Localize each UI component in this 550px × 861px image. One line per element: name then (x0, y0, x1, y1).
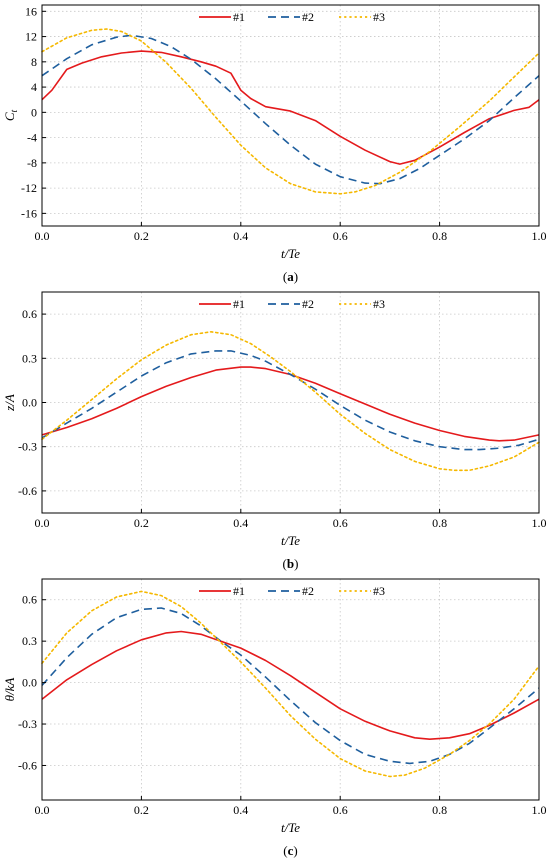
x-tick-label-c-2: 0.4 (233, 803, 248, 817)
x-tick-label-a-3: 0.6 (333, 229, 348, 243)
x-tick-label-b-4: 0.8 (432, 516, 447, 530)
y-tick-label-b-4: -0.6 (18, 484, 37, 498)
panel-label-letter-b: b (287, 556, 294, 571)
grid-lines-b (41, 292, 540, 513)
series-line-a-3 (41, 28, 540, 195)
chart-panel-b: 0.0 0.2 0.4 0.6 0.8 1.0 0.6 0.3 0.0 -0.3 -0.6 t/Te z… (0, 287, 550, 574)
legend-label-a-1: #1 (233, 10, 245, 24)
legend-c: #1 #2 #3 (199, 584, 385, 598)
panel-label-open-c: ( (283, 843, 287, 858)
x-tick-label-c-5: 1.0 (532, 803, 547, 817)
grid-lines-c (41, 579, 540, 800)
y-tick-label-a-7: -12 (21, 181, 37, 195)
plot-frame-c (41, 578, 540, 801)
x-tick-label-c-1: 0.2 (134, 803, 149, 817)
chart-b-svg: 0.0 0.2 0.4 0.6 0.8 1.0 0.6 0.3 0.0 -0.3 -0.6 t/Te z… (2, 291, 547, 571)
panel-label-close-a: ) (294, 269, 298, 284)
x-tick-label-a-1: 0.2 (134, 229, 149, 243)
y-tick-label-c-0: 0.6 (22, 593, 37, 607)
panel-label-letter-a: a (287, 269, 294, 284)
x-tick-label-a-0: 0.0 (35, 229, 50, 243)
x-axis-label-b: t/Te (281, 533, 300, 548)
legend-label-b-1: #1 (233, 297, 245, 311)
x-tick-label-b-5: 1.0 (532, 516, 547, 530)
x-tick-label-a-5: 1.0 (532, 229, 547, 243)
legend-label-c-1: #1 (233, 584, 245, 598)
chart-a-svg: 0.0 0.2 0.4 0.6 0.8 1.0 16 12 8 4 0 -4 -8 -12 -16 t/Te C… (2, 4, 547, 284)
y-tick-label-a-6: -8 (27, 156, 37, 170)
legend-label-b-3: #3 (373, 297, 385, 311)
panel-label-letter-c: c (288, 843, 294, 858)
legend-label-c-2: #2 (302, 584, 314, 598)
y-tick-label-a-3: 4 (31, 80, 37, 94)
legend-label-a-3: #3 (373, 10, 385, 24)
chart-panel-c: 0.0 0.2 0.4 0.6 0.8 1.0 0.6 0.3 0.0 -0.3 -0.6 t/Te θ… (0, 574, 550, 861)
y-axis-label-main-a: C (2, 112, 17, 121)
x-axis-label-c: t/Te (281, 820, 300, 835)
panel-label-b: (b) (283, 556, 299, 571)
y-tick-label-b-1: 0.3 (22, 351, 37, 365)
series-line-a-2 (41, 34, 540, 185)
y-tick-label-a-4: 0 (31, 105, 37, 119)
series-line-b-1 (41, 366, 540, 442)
y-tick-label-a-0: 16 (25, 4, 37, 18)
y-tick-label-a-2: 8 (31, 55, 37, 69)
y-tick-label-c-4: -0.6 (18, 758, 37, 772)
x-tick-label-b-2: 0.4 (233, 516, 248, 530)
x-axis-label-a: t/Te (281, 246, 300, 261)
y-axis-label-c: θ/kA (2, 678, 17, 702)
plot-frame-a (41, 4, 540, 227)
y-tick-label-b-0: 0.6 (22, 307, 37, 321)
panel-label-close-b: ) (294, 556, 298, 571)
panel-label-open-a: ( (283, 269, 287, 284)
x-tick-label-b-1: 0.2 (134, 516, 149, 530)
series-line-b-3 (41, 331, 540, 472)
legend-label-b-2: #2 (302, 297, 314, 311)
x-tick-label-c-4: 0.8 (432, 803, 447, 817)
x-tick-label-c-3: 0.6 (333, 803, 348, 817)
y-axis-label-main-c: θ/kA (2, 678, 17, 702)
y-tick-label-a-5: -4 (27, 131, 37, 145)
y-tick-label-c-2: 0.0 (22, 676, 37, 690)
chart-c-svg: 0.0 0.2 0.4 0.6 0.8 1.0 0.6 0.3 0.0 -0.3 -0.6 t/Te θ… (2, 578, 547, 858)
panel-label-close-c: ) (293, 843, 297, 858)
series-line-c-2 (41, 607, 540, 765)
legend-label-a-2: #2 (302, 10, 314, 24)
series-line-c-3 (41, 590, 540, 778)
y-tick-label-a-8: -16 (21, 206, 37, 220)
y-axis-label-b: z/A (2, 394, 17, 412)
series-line-c-1 (41, 630, 540, 740)
panel-label-open-b: ( (283, 556, 287, 571)
legend-a: #1 #2 #3 (199, 10, 385, 24)
y-tick-label-a-1: 12 (25, 30, 37, 44)
y-axis-label-sub-a: t (9, 109, 19, 112)
chart-panel-a: 0.0 0.2 0.4 0.6 0.8 1.0 16 12 8 4 0 -4 -8 -12 -16 t/Te C… (0, 0, 550, 287)
y-tick-label-b-3: -0.3 (18, 440, 37, 454)
grid-lines-a (41, 5, 540, 226)
x-tick-label-a-2: 0.4 (233, 229, 248, 243)
x-tick-label-b-3: 0.6 (333, 516, 348, 530)
panel-label-c: (c) (283, 843, 297, 858)
x-tick-label-c-0: 0.0 (35, 803, 50, 817)
legend-b: #1 #2 #3 (199, 297, 385, 311)
y-axis-label-a: Ct (2, 109, 19, 121)
y-tick-label-b-2: 0.0 (22, 396, 37, 410)
y-tick-label-c-1: 0.3 (22, 634, 37, 648)
x-tick-label-a-4: 0.8 (432, 229, 447, 243)
series-line-b-2 (41, 350, 540, 451)
series-line-a-1 (41, 50, 540, 165)
y-axis-label-main-b: z/A (2, 394, 17, 412)
legend-label-c-3: #3 (373, 584, 385, 598)
x-tick-label-b-0: 0.0 (35, 516, 50, 530)
y-tick-label-c-3: -0.3 (18, 717, 37, 731)
panel-label-a: (a) (283, 269, 298, 284)
